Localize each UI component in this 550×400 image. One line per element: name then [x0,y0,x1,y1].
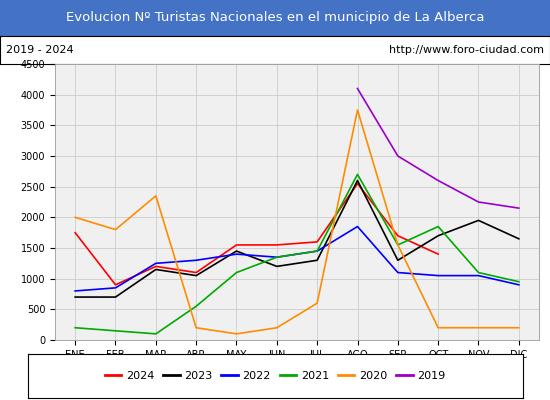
Text: 2019 - 2024: 2019 - 2024 [6,45,73,55]
Legend: 2024, 2023, 2022, 2021, 2020, 2019: 2024, 2023, 2022, 2021, 2020, 2019 [100,366,450,386]
Text: http://www.foro-ciudad.com: http://www.foro-ciudad.com [389,45,544,55]
Text: Evolucion Nº Turistas Nacionales en el municipio de La Alberca: Evolucion Nº Turistas Nacionales en el m… [66,12,484,24]
